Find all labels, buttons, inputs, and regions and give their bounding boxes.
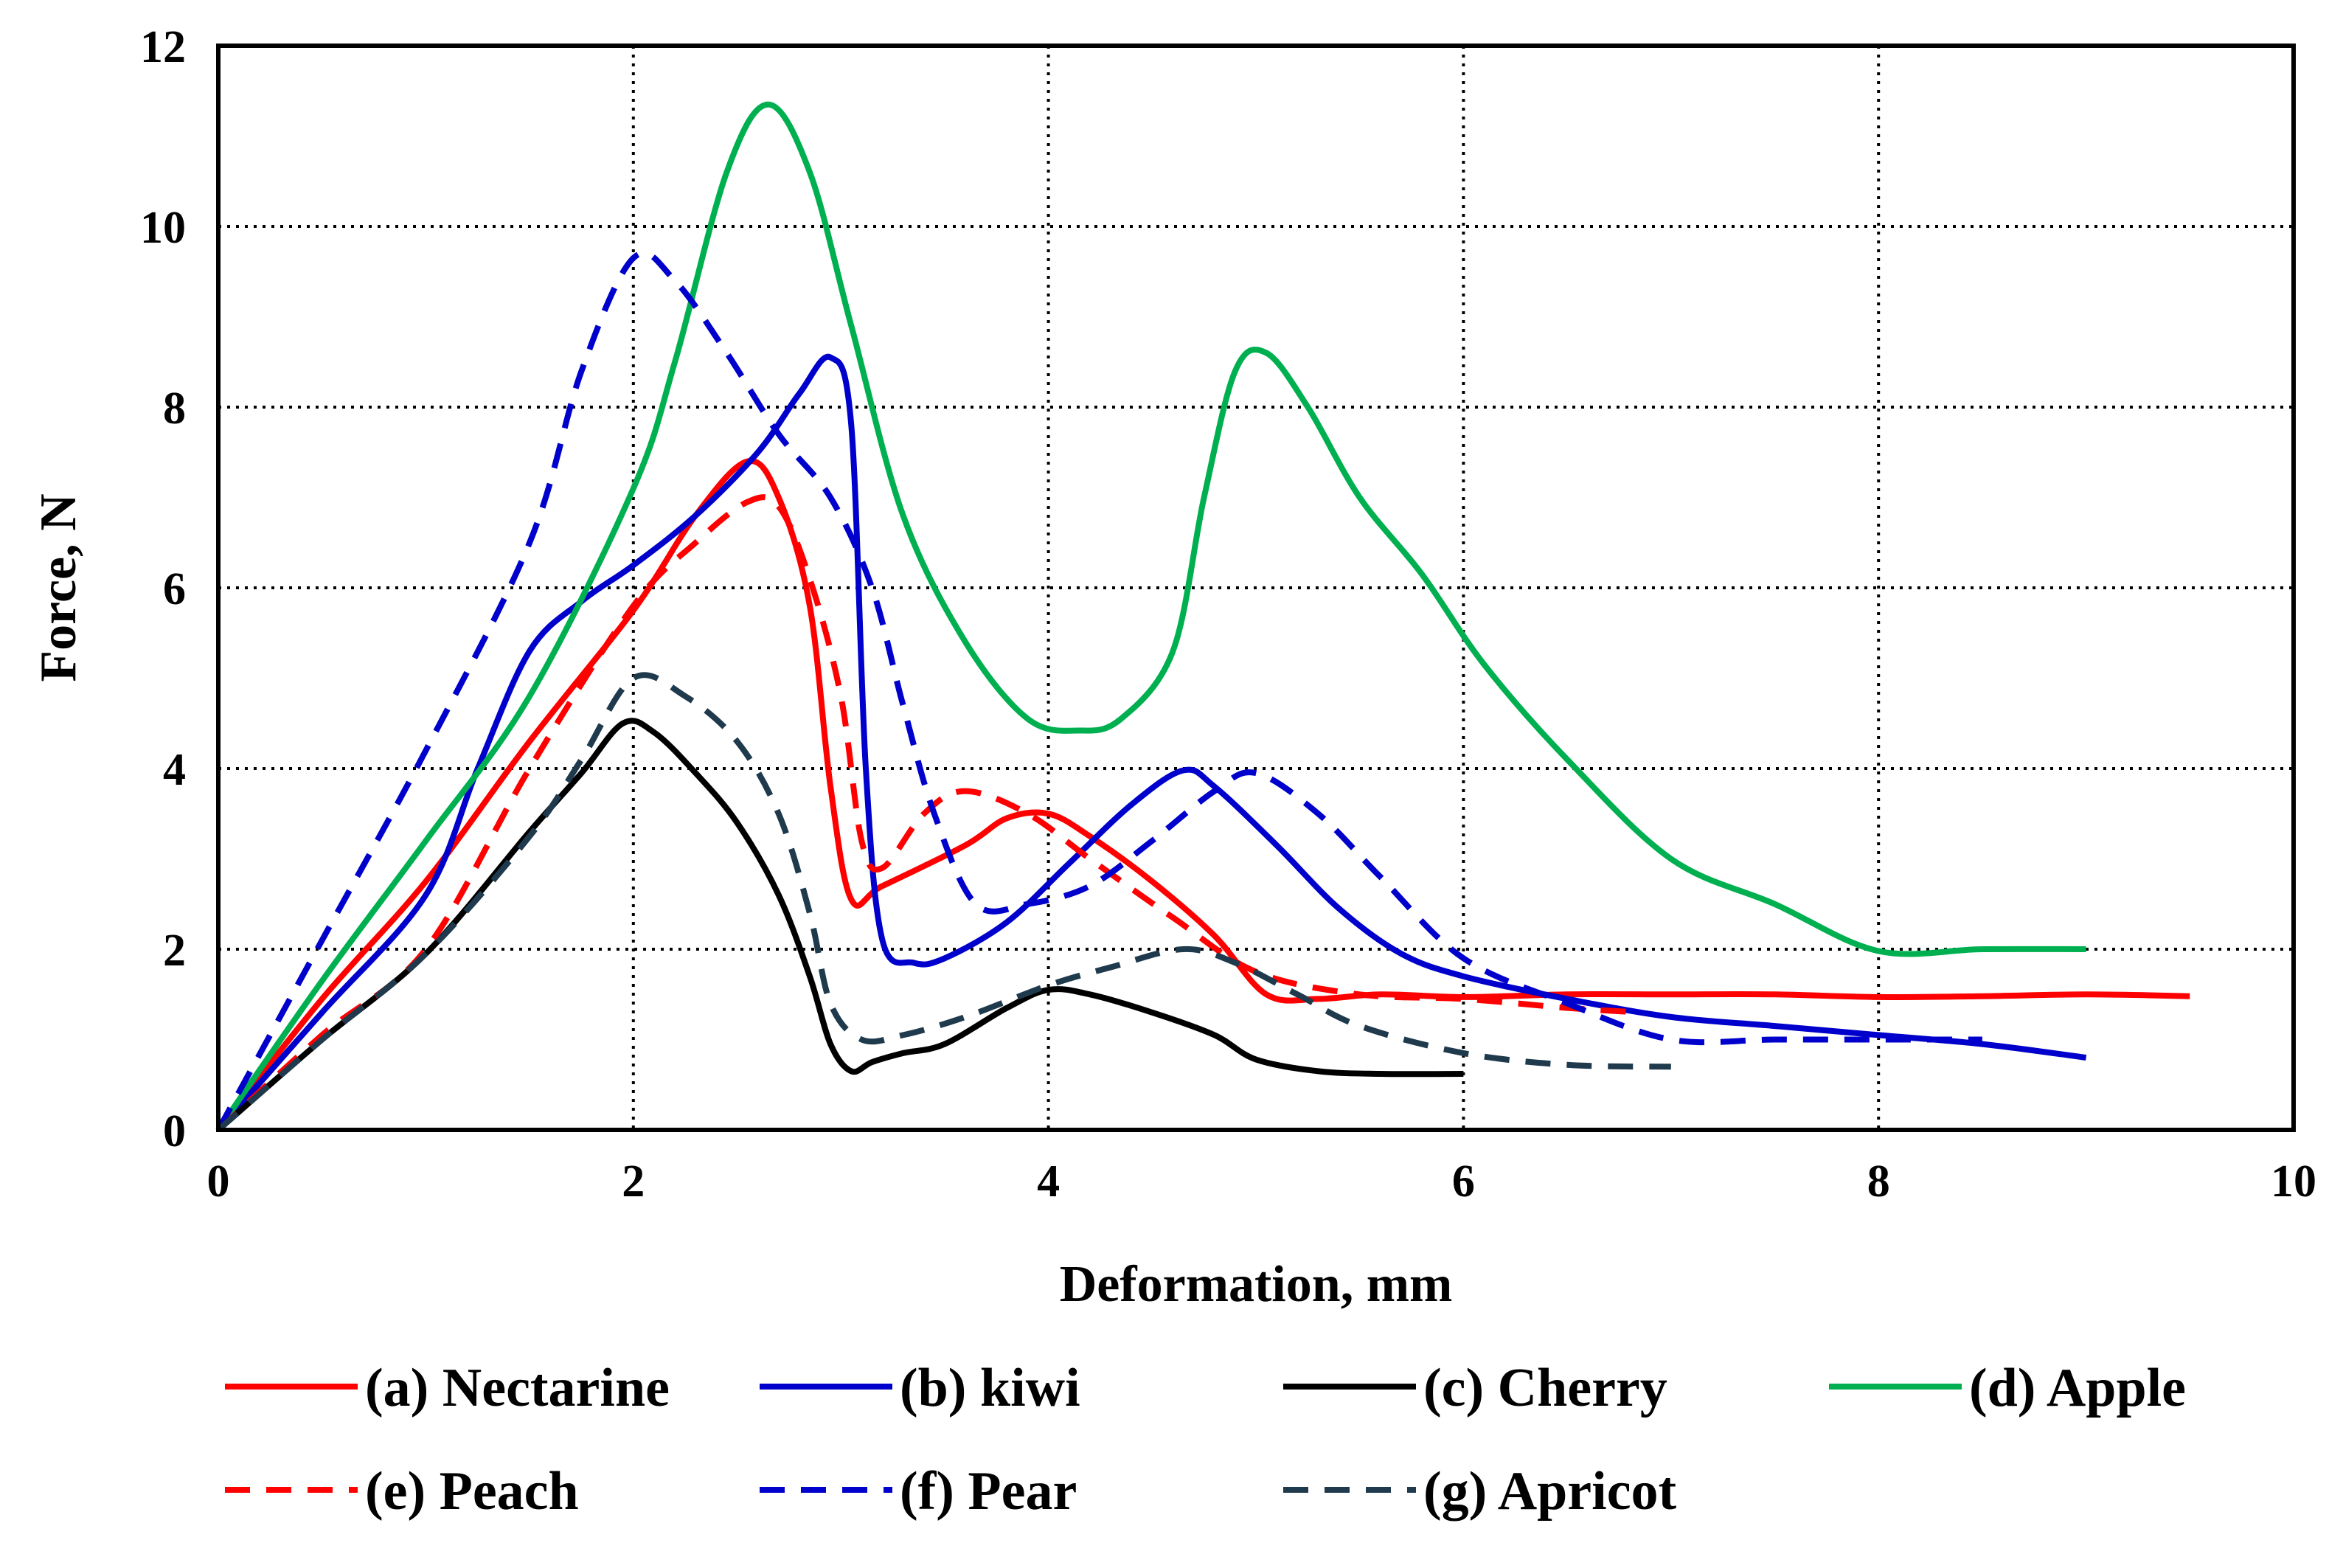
legend-label-2: (b) kiwi (900, 1358, 1080, 1418)
tick-labels: 0 2 4 6 8 10 0 2 4 6 8 10 12 (140, 22, 2316, 1207)
legend-label-1: (a) Nectarine (365, 1358, 670, 1418)
y-tick-label: 0 (163, 1106, 186, 1156)
plot-area-border (216, 44, 2296, 1132)
series-line-2 (216, 353, 2087, 1132)
x-tick-label: 6 (1452, 1156, 1475, 1207)
legend-label-6: (f) Pear (900, 1461, 1077, 1522)
y-tick-label: 12 (140, 22, 186, 72)
x-tick-label: 0 (207, 1156, 230, 1207)
legend-label-4: (d) Apple (1969, 1358, 2186, 1418)
series-line-5 (216, 494, 1640, 1132)
x-tick-label: 4 (1037, 1156, 1060, 1207)
y-tick-label: 10 (140, 203, 186, 253)
x-axis-title: Deformation, mm (1060, 1256, 1453, 1313)
y-tick-label: 8 (163, 384, 186, 434)
legend-label-5: (e) Peach (365, 1461, 579, 1522)
x-tick-label: 10 (2271, 1156, 2316, 1207)
legend-label-7: (g) Apricot (1423, 1461, 1677, 1522)
legend: (a) Nectarine (b) kiwi (c) Cherry (d) Apple… (225, 1358, 2186, 1522)
y-tick-label: 6 (163, 564, 186, 614)
series-lines (215, 101, 2190, 1133)
series-line-4 (215, 101, 2086, 1132)
series-line-6 (215, 250, 1982, 1131)
y-tick-label: 2 (163, 926, 186, 976)
x-tick-label: 8 (1867, 1156, 1890, 1207)
series-line-7 (216, 672, 1671, 1133)
y-tick-label: 4 (163, 745, 186, 795)
y-axis-title: Force, N (30, 493, 87, 681)
x-tick-label: 2 (622, 1156, 645, 1207)
grid-lines (218, 46, 2294, 1130)
legend-label-3: (c) Cherry (1423, 1358, 1667, 1418)
